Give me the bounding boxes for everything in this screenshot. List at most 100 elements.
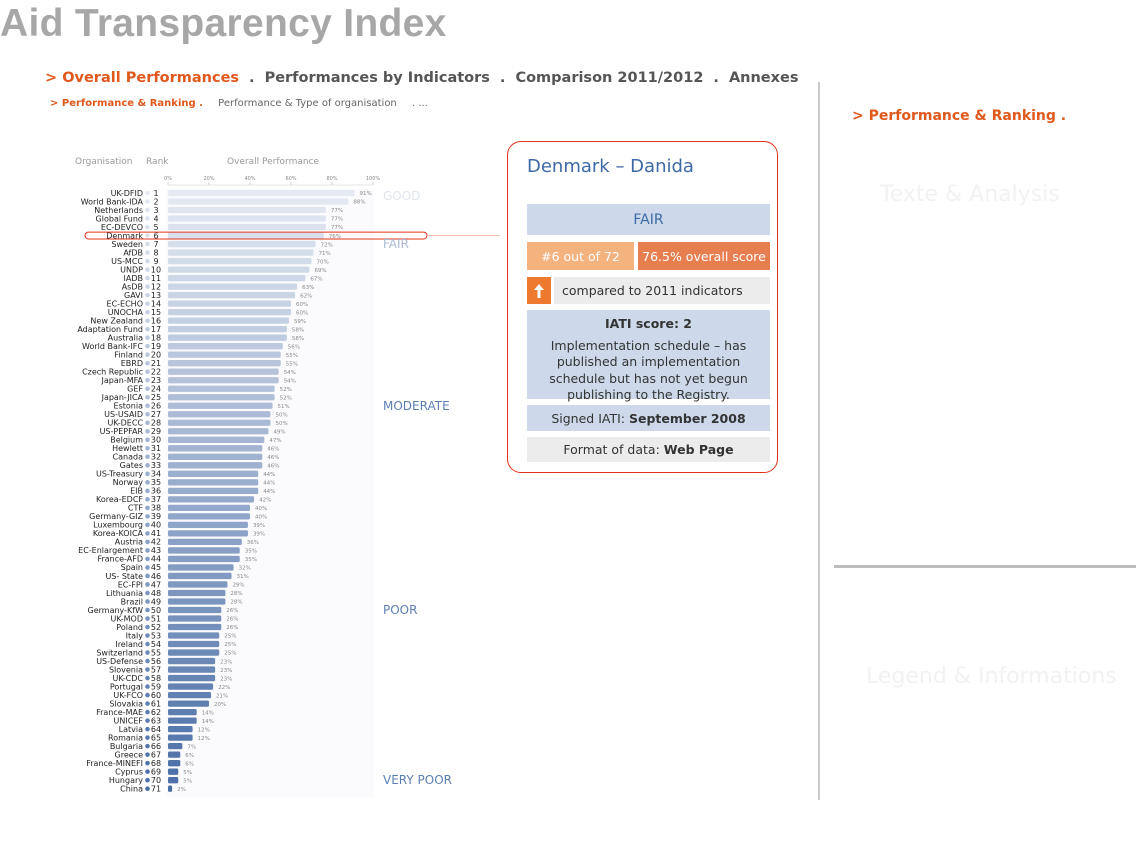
- nav-comparison[interactable]: Comparison 2011/2012: [515, 70, 704, 86]
- text-analysis-heading: Texte & Analysis: [880, 182, 1060, 207]
- bar: [168, 666, 216, 673]
- rank-dot: [145, 616, 150, 621]
- rank-label: 51: [151, 614, 161, 623]
- value-label: 23%: [220, 659, 232, 665]
- rank-dot: [145, 360, 150, 366]
- bar: [168, 291, 296, 299]
- header-rank: Rank: [146, 157, 169, 167]
- value-label: 76%: [329, 234, 341, 240]
- org-label: Cyprus: [115, 767, 143, 776]
- rank-label: 63: [151, 716, 161, 725]
- org-label: Portugal: [110, 682, 143, 691]
- bar: [168, 402, 273, 409]
- rank-label: 22: [151, 368, 161, 377]
- rank-label: 58: [151, 674, 161, 683]
- rank-label: 24: [151, 385, 161, 394]
- value-label: 35%: [245, 557, 257, 563]
- header-organisation: Organisation: [75, 157, 133, 167]
- rank-label: 43: [151, 546, 161, 555]
- org-label: Czech Republic: [82, 368, 143, 377]
- value-label: 54%: [284, 370, 296, 376]
- category-label: POOR: [383, 603, 417, 617]
- category-label: GOOD: [383, 189, 420, 203]
- rank-label: 64: [151, 725, 161, 734]
- org-label: Germany-KfW: [88, 606, 144, 615]
- rank-dot: [145, 650, 150, 655]
- value-label: 5%: [183, 770, 192, 776]
- bar: [168, 198, 349, 205]
- rank-dot: [145, 590, 150, 596]
- rank-dot: [145, 531, 150, 536]
- subnav-performance-ranking[interactable]: > Performance & Ranking .: [50, 98, 203, 109]
- value-label: 88%: [353, 200, 365, 206]
- bar: [168, 606, 222, 614]
- bar: [168, 521, 248, 529]
- org-label: EIB: [130, 487, 143, 496]
- org-label: Romania: [108, 733, 143, 742]
- x-tick-label: 60%: [285, 176, 296, 182]
- org-label: UK-DFID: [111, 189, 143, 198]
- org-label: US-Treasury: [96, 470, 143, 479]
- value-label: 47%: [269, 438, 281, 444]
- org-label: Australia: [108, 333, 143, 342]
- rank-label: 7: [153, 240, 158, 249]
- rank-dot: [145, 684, 150, 689]
- rank-dot: [145, 463, 150, 468]
- value-label: 59%: [294, 319, 306, 325]
- rank-dot: [145, 607, 150, 613]
- org-label: Finland: [114, 350, 143, 359]
- org-label: EC-Enlargement: [78, 546, 143, 555]
- bar: [168, 351, 281, 358]
- rank-label: 20: [151, 350, 161, 359]
- bar: [168, 453, 263, 460]
- value-label: 23%: [220, 668, 232, 674]
- bar: [168, 308, 291, 316]
- rank-badge: #6 out of 72: [527, 242, 634, 270]
- org-label: Sweden: [111, 240, 143, 249]
- rank-label: 3: [153, 206, 158, 215]
- bar: [168, 377, 279, 384]
- org-label: Slovenia: [109, 665, 143, 674]
- rank-dot: [145, 190, 150, 196]
- rank-dot: [145, 275, 150, 281]
- org-label: CTF: [128, 504, 143, 513]
- org-label: UNDP: [120, 265, 143, 274]
- comparison-text: compared to 2011 indicators: [554, 277, 770, 304]
- bar: [168, 538, 242, 546]
- rank-label: 40: [151, 521, 161, 530]
- bar: [168, 368, 279, 375]
- bar: [168, 436, 265, 443]
- bar: [168, 555, 240, 563]
- rank-dot: [145, 411, 150, 417]
- org-label: Global Fund: [96, 214, 143, 223]
- rank-label: 36: [151, 487, 161, 496]
- value-label: 39%: [253, 523, 265, 529]
- rank-dot: [145, 309, 150, 315]
- bar: [168, 496, 255, 503]
- nav-overall-performances[interactable]: > Overall Performances: [45, 70, 240, 86]
- rank-label: 71: [151, 785, 161, 794]
- bar: [168, 572, 232, 580]
- rank-label: 32: [151, 453, 161, 462]
- bar: [168, 513, 250, 520]
- rank-label: 55: [151, 648, 161, 657]
- x-tick-label: 20%: [203, 176, 214, 182]
- bar: [168, 777, 179, 784]
- rank-dot: [145, 709, 150, 715]
- subnav-more[interactable]: . ...: [411, 98, 428, 109]
- value-label: 46%: [267, 447, 279, 453]
- bar: [168, 470, 259, 477]
- value-label: 26%: [226, 617, 238, 623]
- value-label: 20%: [214, 702, 226, 708]
- rank-label: 11: [151, 274, 161, 283]
- value-label: 39%: [253, 532, 265, 538]
- value-label: 58%: [292, 336, 304, 342]
- nav-annexes[interactable]: Annexes: [728, 70, 799, 86]
- bar: [168, 589, 226, 597]
- bar: [168, 564, 234, 571]
- signed-label: Signed IATI:: [551, 410, 626, 426]
- nav-performances-by-indicators[interactable]: Performances by Indicators: [264, 70, 490, 86]
- subnav-performance-type[interactable]: Performance & Type of organisation: [218, 98, 397, 109]
- value-label: 49%: [273, 429, 285, 435]
- rank-label: 61: [151, 699, 161, 708]
